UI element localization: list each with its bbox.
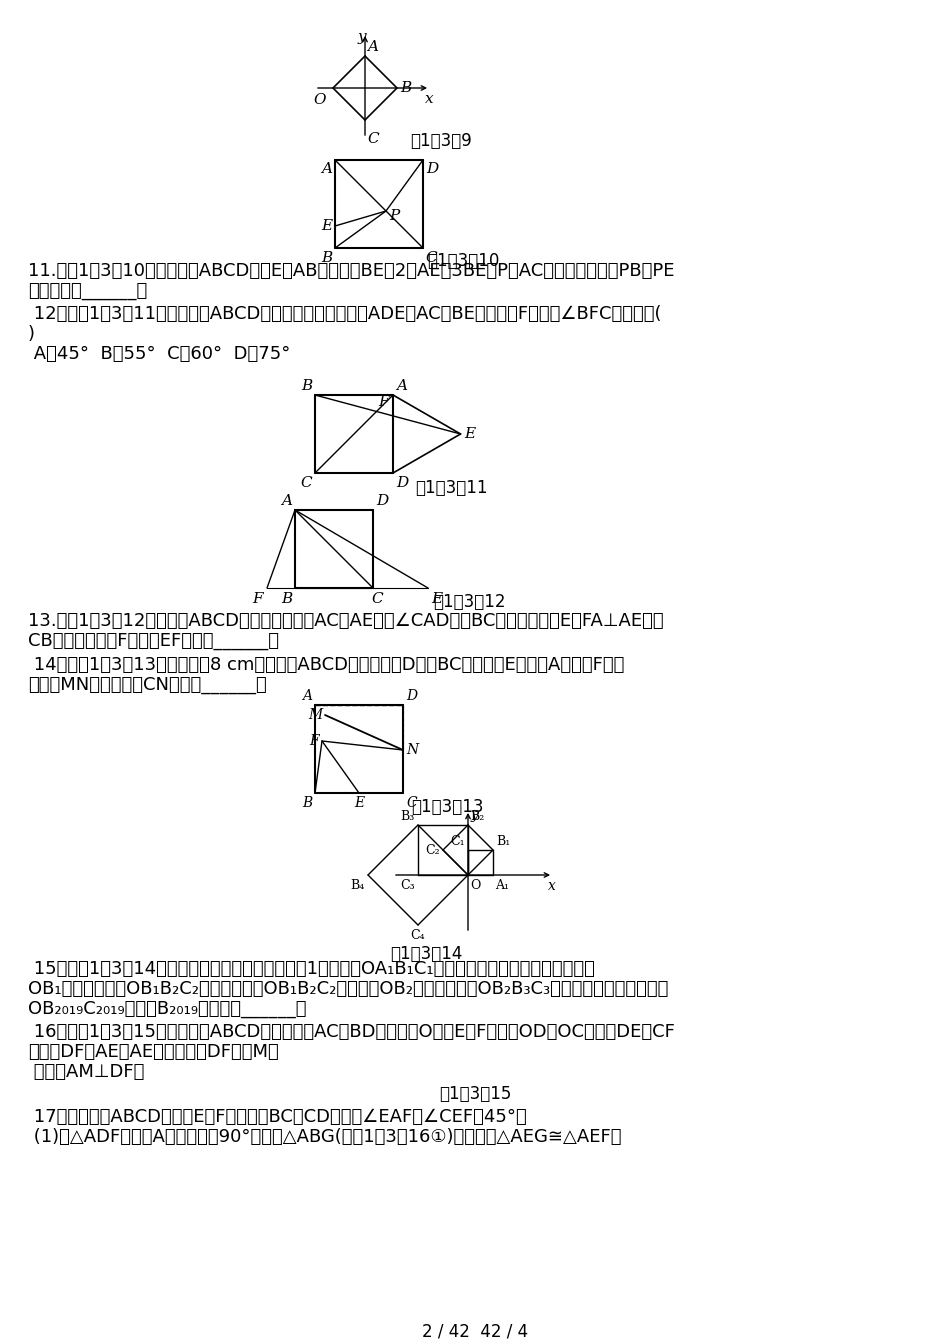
Text: E: E <box>431 591 442 606</box>
Text: B: B <box>302 796 312 810</box>
Text: 求证：AM⊥DF．: 求证：AM⊥DF． <box>28 1063 144 1081</box>
Text: y: y <box>358 30 367 44</box>
Text: 图1－3－9: 图1－3－9 <box>410 132 472 151</box>
Text: B: B <box>321 251 332 265</box>
Text: B: B <box>301 379 312 392</box>
Text: N: N <box>406 743 418 757</box>
Text: C: C <box>367 132 379 146</box>
Text: F: F <box>310 734 319 749</box>
Text: 图1－3－15: 图1－3－15 <box>439 1085 511 1103</box>
Text: A: A <box>281 495 292 508</box>
Text: 图1－3－13: 图1－3－13 <box>411 798 484 816</box>
Text: 图1－3－14: 图1－3－14 <box>390 945 463 964</box>
Text: C: C <box>371 591 383 606</box>
Text: D: D <box>396 476 408 491</box>
Text: F: F <box>253 591 263 606</box>
Text: F: F <box>378 395 390 410</box>
Text: A₁: A₁ <box>495 879 509 892</box>
Text: E: E <box>465 427 476 441</box>
Text: ): ) <box>28 325 35 343</box>
Text: B: B <box>281 591 292 606</box>
Text: A: A <box>302 689 312 703</box>
Text: 图1－3－11: 图1－3－11 <box>415 478 487 497</box>
Text: 的最小值是______．: 的最小值是______． <box>28 282 147 300</box>
Text: 14．如图1－3－13，将边长为8 cm的正方形ABCD折叠，使点D落在BC边的中点E处，点A落在点F处，: 14．如图1－3－13，将边长为8 cm的正方形ABCD折叠，使点D落在BC边的… <box>28 656 624 673</box>
Text: y: y <box>471 808 479 823</box>
Text: A: A <box>321 163 332 176</box>
Text: C: C <box>300 476 312 491</box>
Text: B: B <box>400 81 411 95</box>
Text: 13.如图1－3－12，正方形ABCD的边长为，连接AC，AE平分∠CAD，交BC的延长线于点E，FA⊥AE，交: 13.如图1－3－12，正方形ABCD的边长为，连接AC，AE平分∠CAD，交B… <box>28 612 664 630</box>
Text: ，连接DF，AE，AE的延长线交DF于点M．: ，连接DF，AE，AE的延长线交DF于点M． <box>28 1043 278 1060</box>
Text: A: A <box>396 379 407 392</box>
Text: E: E <box>354 796 364 810</box>
Text: 16．如图1－3－15，在正方形ABCD中，对角线AC，BD相交于点O，点E，F分别在OD，OC上，且DE＝CF: 16．如图1－3－15，在正方形ABCD中，对角线AC，BD相交于点O，点E，F… <box>28 1023 674 1042</box>
Text: CB的延长线于点F，那么EF的长为______．: CB的延长线于点F，那么EF的长为______． <box>28 632 279 650</box>
Text: 11.如图1－3－10，在正方形ABCD中，E是AB上一点，BE＝2，AE＝3BE，P是AC上一动点，那么PB＋PE: 11.如图1－3－10，在正方形ABCD中，E是AB上一点，BE＝2，AE＝3B… <box>28 262 674 280</box>
Text: OB₂₀₁₉C₂₀₁₉的顶点B₂₀₁₉的坐标是______．: OB₂₀₁₉C₂₀₁₉的顶点B₂₀₁₉的坐标是______． <box>28 1000 307 1017</box>
Text: B₄: B₄ <box>351 879 365 892</box>
Text: D: D <box>426 163 438 176</box>
Text: x: x <box>548 879 556 892</box>
Text: O: O <box>470 879 481 892</box>
Text: 图1－3－10: 图1－3－10 <box>427 253 500 270</box>
Text: M: M <box>308 708 322 722</box>
Text: C₃: C₃ <box>400 879 415 892</box>
Text: B₂: B₂ <box>470 810 484 823</box>
Text: A．45°  B．55°  C．60°  D．75°: A．45° B．55° C．60° D．75° <box>28 345 291 363</box>
Text: 折痕为MN，那么线段CN的长是______．: 折痕为MN，那么线段CN的长是______． <box>28 676 267 694</box>
Text: C₂: C₂ <box>426 844 440 856</box>
Text: 2 / 42  42 / 4: 2 / 42 42 / 4 <box>422 1322 528 1340</box>
Text: O: O <box>313 93 326 108</box>
Text: 12．如图1－3－11，在正方形ABCD的外侧，作等边三角形ADE，AC，BE相交于点F，那么∠BFC的度数为(: 12．如图1－3－11，在正方形ABCD的外侧，作等边三角形ADE，AC，BE相… <box>28 305 661 323</box>
Text: A: A <box>367 40 378 54</box>
Text: C₁: C₁ <box>450 835 465 848</box>
Text: D: D <box>376 495 389 508</box>
Text: 17．在正方形ABCD中，点E，F分别在边BC，CD上，且∠EAF＝∠CEF＝45°．: 17．在正方形ABCD中，点E，F分别在边BC，CD上，且∠EAF＝∠CEF＝4… <box>28 1107 526 1126</box>
Text: (1)将△ADF绕着点A顺时针旋转90°，得到△ABG(如图1－3－16①)，求证：△AEG≅△AEF；: (1)将△ADF绕着点A顺时针旋转90°，得到△ABG(如图1－3－16①)，求… <box>28 1128 621 1146</box>
Text: C₄: C₄ <box>410 929 426 942</box>
Text: B₃: B₃ <box>401 810 415 823</box>
Text: OB₁为边作正方形OB₁B₂C₂，再以正方形OB₁B₂C₂的对角线OB₂为边作正方形OB₂B₃C₃，以此类推，那么正方形: OB₁为边作正方形OB₁B₂C₂，再以正方形OB₁B₂C₂的对角线OB₂为边作正… <box>28 980 669 999</box>
Text: 15．如图1－3－14，在平面直角坐标系中，边长为1的正方形OA₁B₁C₁的两边在坐标轴上，以它的对角线: 15．如图1－3－14，在平面直角坐标系中，边长为1的正方形OA₁B₁C₁的两边… <box>28 960 595 978</box>
Text: P: P <box>389 210 399 223</box>
Text: D: D <box>406 689 417 703</box>
Text: C: C <box>406 796 417 810</box>
Text: C: C <box>425 251 437 265</box>
Text: x: x <box>425 91 433 106</box>
Text: 图1－3－12: 图1－3－12 <box>433 593 505 612</box>
Text: B₁: B₁ <box>496 835 510 848</box>
Text: E: E <box>321 219 332 233</box>
